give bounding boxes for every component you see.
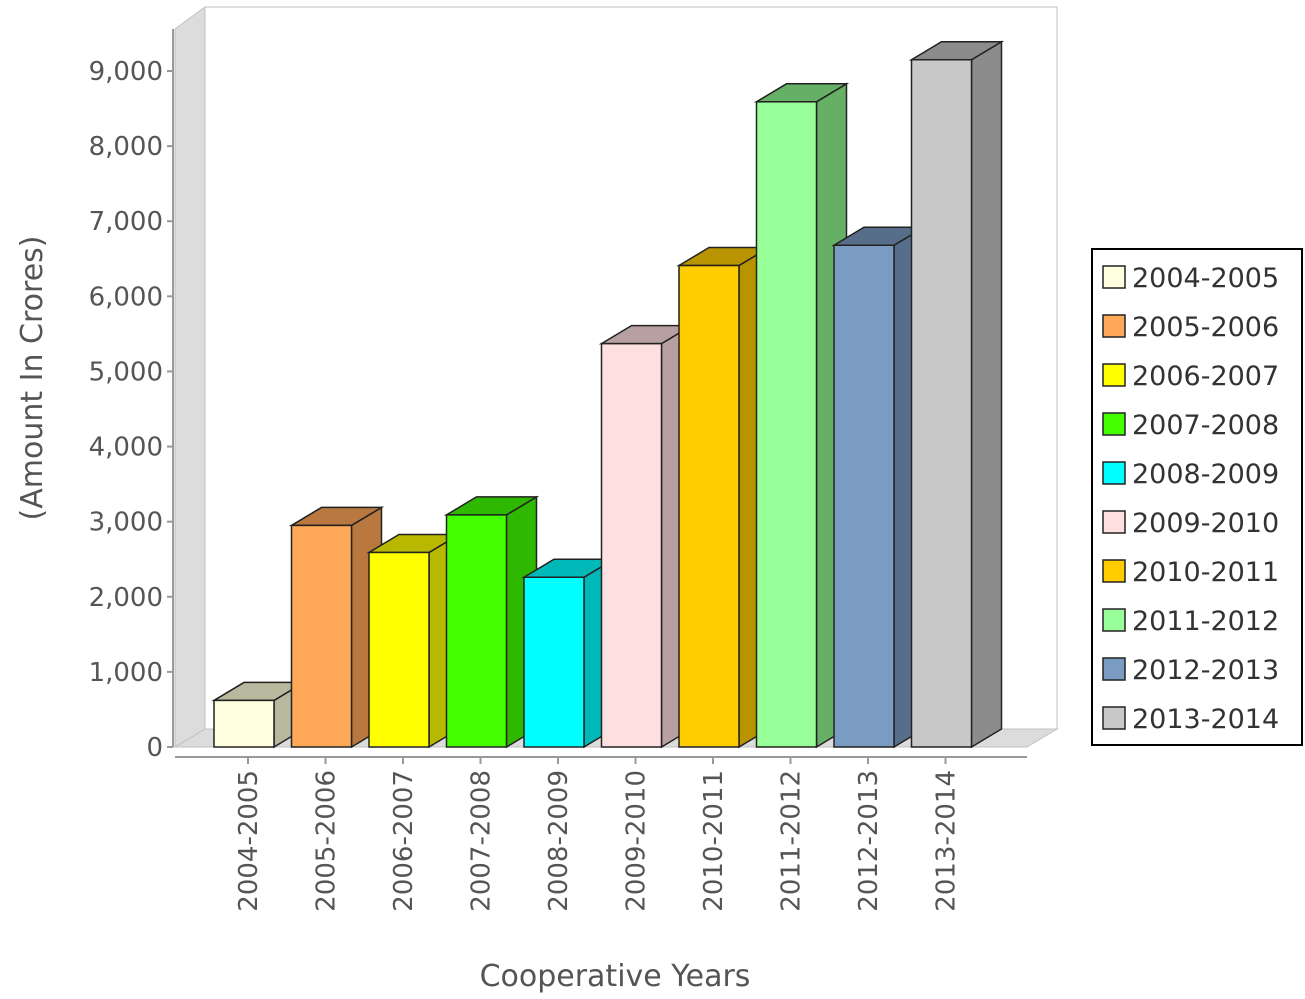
y-tick-label: 9,000 [89, 57, 163, 87]
legend-swatch [1102, 608, 1126, 632]
x-tick-label: 2010-2011 [699, 770, 729, 912]
legend-label: 2005-2006 [1132, 312, 1279, 343]
legend-item: 2011-2012 [1102, 606, 1279, 637]
x-tick-label: 2013-2014 [932, 770, 962, 912]
bar [521, 557, 617, 749]
bar-front [755, 101, 818, 748]
x-axis-title: Cooperative Years [480, 959, 751, 994]
bar-front [523, 576, 585, 748]
legend-item: 2005-2006 [1102, 312, 1279, 343]
y-tick-label: 5,000 [89, 357, 163, 387]
y-tick-label: 3,000 [89, 508, 163, 538]
legend-item: 2008-2009 [1102, 459, 1279, 490]
legend-swatch [1102, 657, 1126, 681]
legend-label: 2011-2012 [1132, 606, 1279, 637]
legend-item: 2013-2014 [1102, 704, 1279, 735]
x-tick-label: 2005-2006 [312, 770, 342, 912]
bar [443, 495, 540, 749]
legend-label: 2013-2014 [1132, 704, 1279, 735]
bar [598, 324, 695, 749]
bar [211, 681, 307, 749]
bar-front [600, 342, 663, 748]
bar-front [833, 244, 895, 748]
legend-item: 2010-2011 [1102, 557, 1279, 588]
bar [908, 40, 1005, 749]
bar [288, 506, 385, 749]
bar-front [910, 58, 973, 748]
y-tick-label: 0 [146, 733, 163, 763]
legend-label: 2012-2013 [1132, 655, 1279, 686]
x-tick-label: 2009-2010 [622, 770, 652, 912]
bar [831, 225, 927, 749]
legend-label: 2007-2008 [1132, 410, 1279, 441]
legend-item: 2004-2005 [1102, 263, 1279, 294]
bar-front [213, 699, 275, 748]
y-axis-title: (Amount In Crores) [15, 236, 50, 521]
x-tick-label: 2008-2009 [544, 770, 574, 912]
y-tick-label: 6,000 [89, 282, 163, 312]
legend-item: 2007-2008 [1102, 410, 1279, 441]
legend-swatch [1102, 412, 1126, 436]
x-tick-label: 2011-2012 [777, 770, 807, 912]
x-tick-label: 2012-2013 [854, 770, 884, 912]
y-tick-label: 7,000 [89, 207, 163, 237]
legend-label: 2004-2005 [1132, 263, 1279, 294]
bar-side [970, 40, 1003, 749]
bar [676, 246, 772, 749]
legend-swatch [1102, 363, 1126, 387]
x-tick-label: 2007-2008 [467, 770, 497, 912]
bar-front [678, 264, 740, 748]
bar-front [445, 514, 508, 748]
legend-item: 2009-2010 [1102, 508, 1279, 539]
legend: 2004-2005 2005-2006 2006-2007 2007-2008 2008… [1091, 248, 1303, 746]
legend-item: 2012-2013 [1102, 655, 1279, 686]
side-wall [174, 6, 206, 748]
legend-label: 2010-2011 [1132, 557, 1279, 588]
legend-label: 2008-2009 [1132, 459, 1279, 490]
x-tick-label: 2004-2005 [234, 770, 264, 912]
legend-label: 2009-2010 [1132, 508, 1279, 539]
legend-swatch [1102, 314, 1126, 338]
legend-item: 2006-2007 [1102, 361, 1279, 392]
bar [753, 82, 850, 749]
legend-swatch [1102, 461, 1126, 485]
y-tick-label: 4,000 [89, 433, 163, 463]
legend-frame [1091, 248, 1303, 746]
y-tick-label: 2,000 [89, 583, 163, 613]
x-tick-label: 2006-2007 [389, 770, 419, 912]
legend-swatch [1102, 706, 1126, 730]
legend-swatch [1102, 265, 1126, 289]
y-tick-label: 8,000 [89, 132, 163, 162]
legend-label: 2006-2007 [1132, 361, 1279, 392]
bar [366, 533, 462, 749]
legend-swatch [1102, 510, 1126, 534]
y-tick-label: 1,000 [89, 658, 163, 688]
legend-swatch [1102, 559, 1126, 583]
bar-front [290, 524, 353, 748]
bar-front [368, 551, 430, 748]
